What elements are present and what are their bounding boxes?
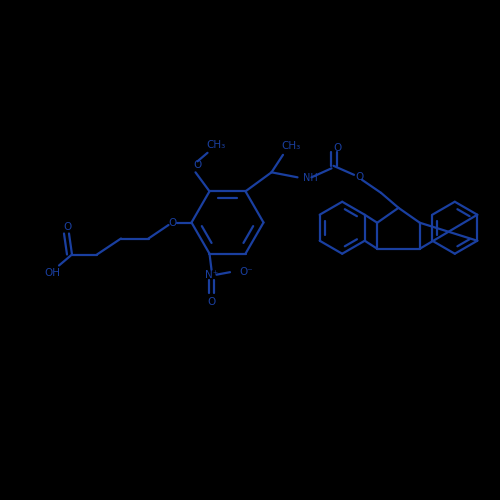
Text: O: O bbox=[194, 160, 202, 170]
Text: O: O bbox=[208, 296, 216, 306]
Text: O: O bbox=[168, 218, 176, 228]
Text: O: O bbox=[63, 222, 71, 232]
Text: O: O bbox=[355, 172, 363, 182]
Text: NH: NH bbox=[302, 174, 318, 184]
Text: CH₃: CH₃ bbox=[206, 140, 225, 150]
Text: O: O bbox=[334, 144, 342, 154]
Text: CH₃: CH₃ bbox=[281, 142, 300, 152]
Text: OH: OH bbox=[44, 268, 60, 278]
Text: N⁺: N⁺ bbox=[205, 270, 218, 280]
Text: O⁻: O⁻ bbox=[240, 267, 253, 277]
